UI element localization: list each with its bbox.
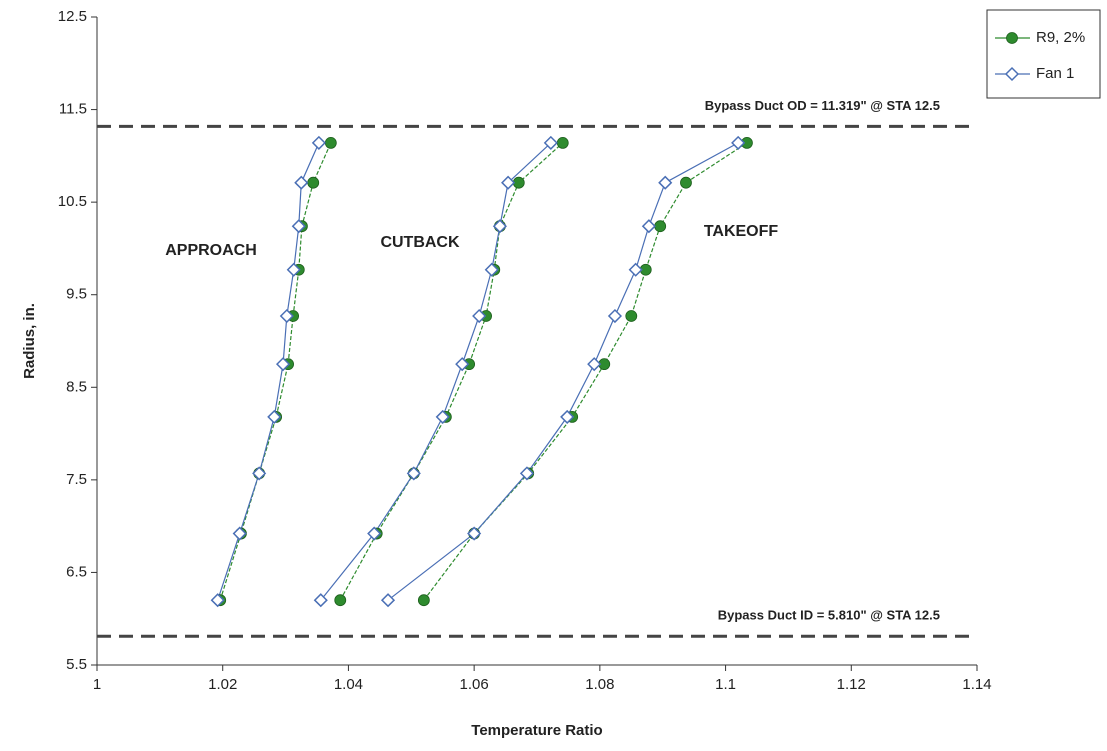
legend-box	[986, 9, 1101, 99]
data-point	[380, 593, 396, 608]
reference-label: Bypass Duct OD = 11.319" @ STA 12.5	[705, 98, 940, 113]
data-point	[294, 175, 309, 190]
data-point	[467, 526, 482, 541]
data-point	[556, 136, 569, 149]
annotation: APPROACH	[165, 242, 257, 259]
y-tick-label: 11.5	[59, 101, 87, 118]
legend-marker	[1004, 66, 1020, 82]
data-point	[232, 526, 247, 541]
data-point	[279, 308, 294, 324]
x-tick-label: 1.06	[460, 676, 489, 693]
data-point	[291, 219, 306, 234]
annotation: TAKEOFF	[704, 223, 779, 240]
x-tick-label: 1.12	[837, 676, 866, 693]
data-point	[334, 594, 347, 607]
data-point	[628, 262, 643, 277]
data-point	[658, 175, 673, 190]
data-point	[519, 466, 535, 481]
data-point	[731, 135, 746, 150]
legend-label: R9, 2%	[1036, 29, 1085, 46]
legend-label: Fan 1	[1036, 65, 1074, 82]
series-line	[217, 142, 739, 601]
data-point	[654, 220, 667, 233]
data-point	[252, 466, 267, 481]
x-axis-title: Temperature Ratio	[471, 722, 602, 739]
data-point	[210, 593, 225, 608]
data-point	[543, 135, 558, 150]
x-tick-label: 1	[93, 676, 101, 693]
y-tick-label: 7.5	[66, 471, 87, 488]
data-point	[560, 409, 575, 424]
data-point	[275, 357, 291, 372]
data-point	[367, 526, 382, 541]
data-point	[455, 357, 470, 372]
y-tick-label: 5.5	[66, 656, 87, 673]
data-point	[307, 176, 320, 189]
x-tick-label: 1.04	[334, 676, 363, 693]
x-tick-label: 1.02	[208, 676, 237, 693]
reference-label: Bypass Duct ID = 5.810" @ STA 12.5	[718, 608, 940, 623]
data-point	[435, 409, 450, 424]
data-point	[607, 308, 623, 324]
annotation: CUTBACK	[380, 234, 460, 251]
legend-marker	[1006, 32, 1018, 44]
data-point	[680, 176, 692, 189]
data-point	[641, 219, 656, 234]
data-point	[324, 136, 337, 149]
y-tick-label: 6.5	[66, 563, 87, 580]
data-point	[313, 593, 328, 608]
data-point	[311, 135, 326, 150]
data-point	[484, 262, 499, 277]
y-tick-label: 8.5	[66, 378, 87, 395]
y-tick-label: 9.5	[66, 286, 87, 303]
x-tick-label: 1.14	[962, 676, 991, 693]
data-point	[286, 262, 301, 277]
data-point	[417, 594, 430, 607]
data-point	[501, 175, 516, 190]
data-point	[267, 409, 282, 424]
y-tick-label: 10.5	[58, 193, 87, 210]
x-tick-label: 1.1	[715, 676, 736, 693]
data-point	[625, 310, 638, 322]
y-tick-label: 12.5	[58, 8, 87, 25]
data-point	[472, 308, 487, 324]
data-point	[492, 219, 507, 234]
y-axis-title: Radius, in.	[21, 303, 38, 379]
data-point	[406, 466, 421, 481]
x-tick-label: 1.08	[585, 676, 614, 693]
data-point	[587, 357, 602, 372]
